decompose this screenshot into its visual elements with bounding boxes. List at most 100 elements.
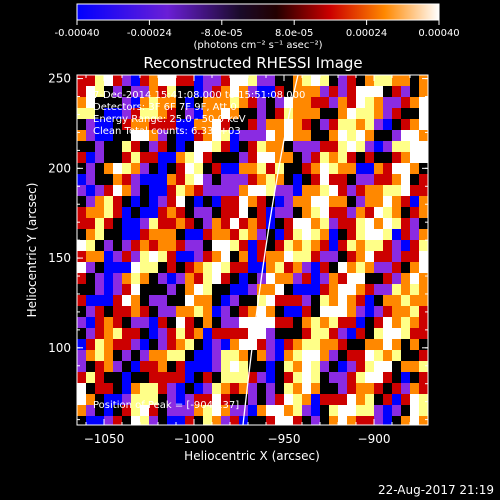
heatmap-cell: [113, 75, 123, 87]
heatmap-cell: [230, 86, 240, 98]
heatmap-cell: [248, 427, 258, 439]
heatmap-cell: [221, 350, 231, 362]
heatmap-cell: [428, 306, 438, 318]
heatmap-cell: [356, 328, 366, 340]
heatmap-cell: [284, 317, 294, 329]
colorbar-tick-label: -0.00040: [55, 28, 100, 39]
heatmap-cell: [203, 383, 213, 395]
heatmap-cell: [239, 251, 249, 263]
heatmap-cell: [374, 317, 384, 329]
heatmap-cell: [419, 405, 428, 417]
heatmap-cell: [266, 174, 276, 186]
heatmap-cell: [185, 207, 195, 219]
y-tick-label: 250: [48, 72, 71, 86]
heatmap-cell: [140, 262, 150, 274]
heatmap-cell: [428, 383, 438, 395]
heatmap-cell: [284, 350, 294, 362]
heatmap-cell: [266, 141, 276, 153]
heatmap-cell: [392, 328, 402, 340]
heatmap-cell: [311, 174, 321, 186]
heatmap-cell: [167, 152, 177, 164]
heatmap-cell: [311, 196, 321, 208]
heatmap-cell: [284, 273, 294, 285]
heatmap-cell: [320, 317, 330, 329]
heatmap-cell: [257, 141, 267, 153]
heatmap-cell: [176, 86, 186, 98]
heatmap-cell: [329, 295, 339, 307]
heatmap-cell: [194, 394, 204, 406]
heatmap-cell: [284, 240, 294, 252]
heatmap-cell: [185, 229, 195, 241]
heatmap-cell: [167, 130, 177, 142]
heatmap-cell: [194, 416, 204, 425]
heatmap-cell: [419, 97, 428, 109]
heatmap-cell: [275, 196, 285, 208]
heatmap-cell: [203, 405, 213, 417]
heatmap-cell: [104, 229, 114, 241]
heatmap-cell: [221, 229, 231, 241]
heatmap-cell: [104, 196, 114, 208]
heatmap-cell: [167, 372, 177, 384]
heatmap-cell: [95, 372, 105, 384]
heatmap-cell: [86, 218, 96, 230]
heatmap-cell: [212, 350, 222, 362]
heatmap-cell: [113, 108, 123, 120]
heatmap-cell: [212, 174, 222, 186]
heatmap-cell: [113, 97, 123, 109]
heatmap-cell: [194, 262, 204, 274]
heatmap-cell: [212, 405, 222, 417]
heatmap-cell: [86, 185, 96, 197]
heatmap-cell: [194, 141, 204, 153]
heatmap-cell: [140, 405, 150, 417]
heatmap-cell: [95, 218, 105, 230]
heatmap-cell: [230, 427, 240, 439]
heatmap-cell: [338, 97, 348, 109]
heatmap-cell: [149, 97, 159, 109]
heatmap-cell: [248, 372, 258, 384]
heatmap-cell: [392, 372, 402, 384]
heatmap-cell: [410, 86, 420, 98]
heatmap-cell: [284, 295, 294, 307]
heatmap-cell: [212, 295, 222, 307]
heatmap-cell: [113, 405, 123, 417]
heatmap-cell: [374, 295, 384, 307]
heatmap-cell: [239, 372, 249, 384]
heatmap-cell: [302, 75, 312, 87]
heatmap-cell: [320, 361, 330, 373]
heatmap-cell: [374, 141, 384, 153]
heatmap-cell: [77, 174, 87, 186]
heatmap-cell: [428, 317, 438, 329]
heatmap-cell: [302, 108, 312, 120]
heatmap-cell: [239, 75, 249, 87]
heatmap-cell: [311, 372, 321, 384]
heatmap-cell: [374, 185, 384, 197]
heatmap-cell: [419, 196, 428, 208]
heatmap-cell: [428, 185, 438, 197]
heatmap-cell: [338, 427, 348, 439]
heatmap-cell: [122, 152, 132, 164]
heatmap-cell: [230, 361, 240, 373]
heatmap-cell: [158, 317, 168, 329]
heatmap-cell: [401, 306, 411, 318]
heatmap-cell: [284, 130, 294, 142]
heatmap-cell: [77, 284, 87, 296]
heatmap-cell: [338, 262, 348, 274]
heatmap-cell: [176, 306, 186, 318]
heatmap-cell: [257, 119, 267, 131]
heatmap-cell: [230, 119, 240, 131]
heatmap-cell: [347, 361, 357, 373]
heatmap-cell: [149, 295, 159, 307]
heatmap-cell: [428, 196, 438, 208]
heatmap-cell: [338, 328, 348, 340]
heatmap-cell: [86, 152, 96, 164]
heatmap-cell: [320, 339, 330, 351]
heatmap-cell: [230, 174, 240, 186]
heatmap-cell: [149, 185, 159, 197]
heatmap-cell: [410, 405, 420, 417]
heatmap-cell: [428, 152, 438, 164]
heatmap-cell: [401, 361, 411, 373]
heatmap-cell: [230, 130, 240, 142]
heatmap-cell: [383, 174, 393, 186]
heatmap-cell: [140, 317, 150, 329]
heatmap-cell: [374, 229, 384, 241]
